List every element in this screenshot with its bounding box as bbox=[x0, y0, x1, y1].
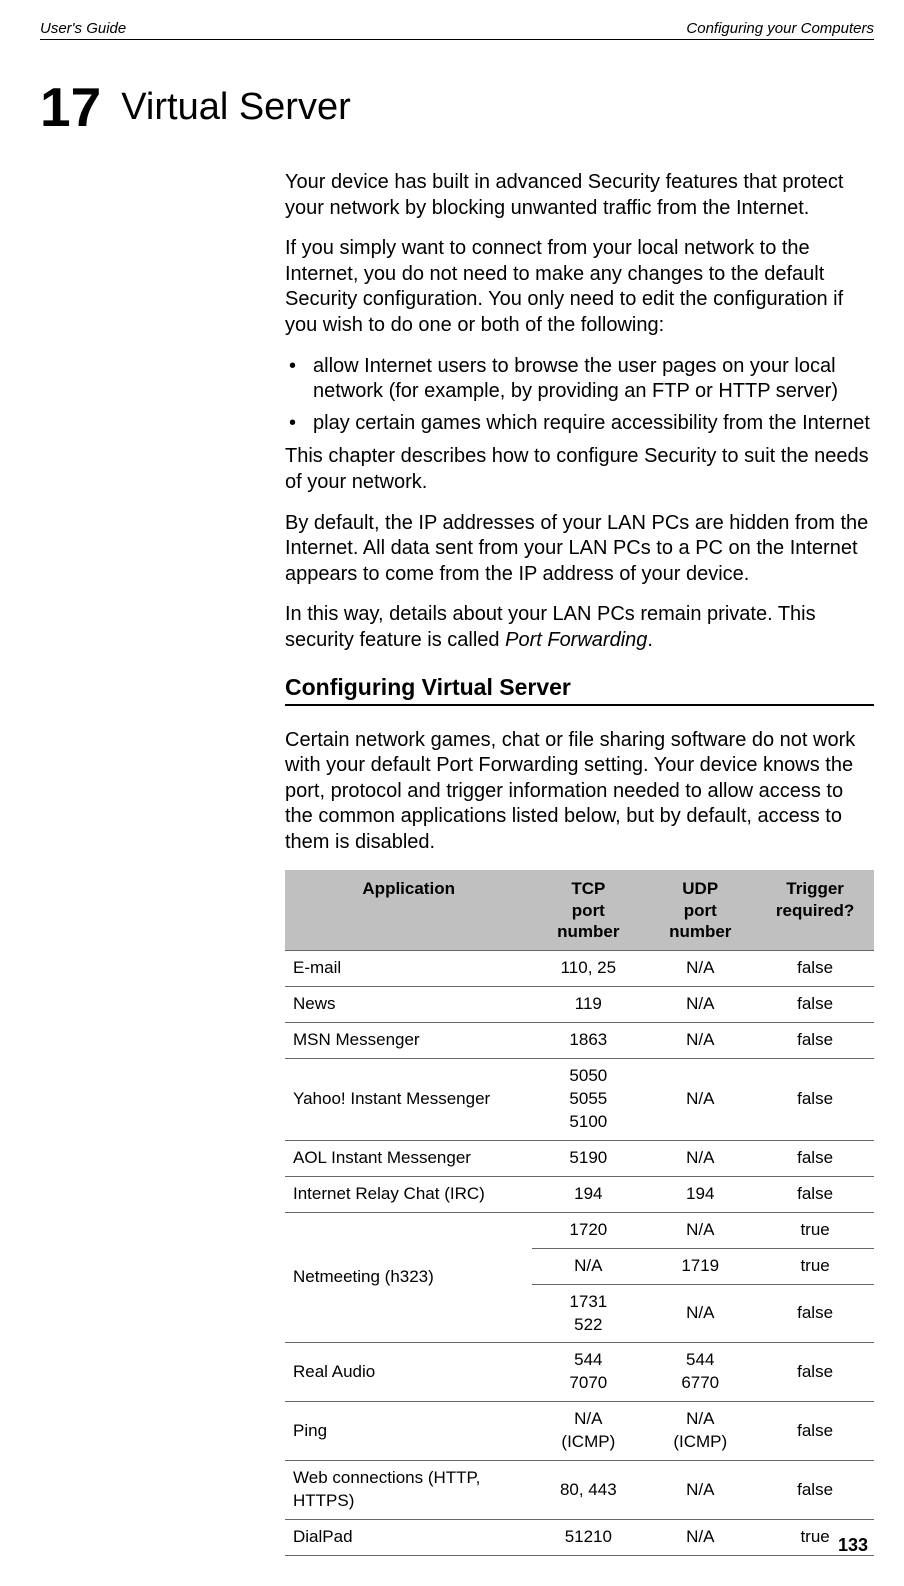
cell-trigger: false bbox=[756, 1402, 874, 1461]
cell-trigger: true bbox=[756, 1248, 874, 1284]
cell-tcp: 119 bbox=[532, 987, 644, 1023]
cell-tcp: 51210 bbox=[532, 1520, 644, 1556]
cell-application: DialPad bbox=[285, 1520, 532, 1556]
table-row: MSN Messenger1863N/Afalse bbox=[285, 1023, 874, 1059]
cell-trigger: false bbox=[756, 1284, 874, 1343]
cell-trigger: false bbox=[756, 1023, 874, 1059]
cell-application: AOL Instant Messenger bbox=[285, 1140, 532, 1176]
cell-application: Web connections (HTTP, HTTPS) bbox=[285, 1461, 532, 1520]
cell-application: MSN Messenger bbox=[285, 1023, 532, 1059]
cell-trigger: false bbox=[756, 1140, 874, 1176]
section-heading: Configuring Virtual Server bbox=[285, 674, 874, 706]
th-trigger: Triggerrequired? bbox=[756, 870, 874, 950]
table-row: PingN/A(ICMP)N/A(ICMP)false bbox=[285, 1402, 874, 1461]
table-row: AOL Instant Messenger5190N/Afalse bbox=[285, 1140, 874, 1176]
cell-udp: N/A bbox=[644, 1284, 756, 1343]
bullet-item-1: allow Internet users to browse the user … bbox=[285, 354, 874, 405]
cell-udp: N/A bbox=[644, 1461, 756, 1520]
cell-tcp: 505050555100 bbox=[532, 1059, 644, 1141]
cell-tcp: 194 bbox=[532, 1176, 644, 1212]
cell-udp: N/A bbox=[644, 951, 756, 987]
intro-para-2: If you simply want to connect from your … bbox=[285, 236, 874, 338]
cell-udp: N/A bbox=[644, 1140, 756, 1176]
chapter-name: Virtual Server bbox=[121, 86, 351, 128]
page-number: 133 bbox=[838, 1535, 868, 1556]
cell-trigger: false bbox=[756, 1059, 874, 1141]
cell-udp: 194 bbox=[644, 1176, 756, 1212]
cell-trigger: false bbox=[756, 951, 874, 987]
cell-udp: N/A bbox=[644, 1059, 756, 1141]
cell-trigger: false bbox=[756, 1461, 874, 1520]
cell-udp: 5446770 bbox=[644, 1343, 756, 1402]
cell-tcp: 1863 bbox=[532, 1023, 644, 1059]
cell-udp: N/A bbox=[644, 1520, 756, 1556]
table-row: News119N/Afalse bbox=[285, 987, 874, 1023]
table-row: Yahoo! Instant Messenger505050555100N/Af… bbox=[285, 1059, 874, 1141]
bullet-item-2: play certain games which require accessi… bbox=[285, 411, 874, 437]
cell-udp: N/A(ICMP) bbox=[644, 1402, 756, 1461]
th-tcp: TCPportnumber bbox=[532, 870, 644, 950]
cell-udp: 1719 bbox=[644, 1248, 756, 1284]
intro-para-1: Your device has built in advanced Securi… bbox=[285, 170, 874, 221]
bullet-list: allow Internet users to browse the user … bbox=[285, 354, 874, 437]
cell-application: Netmeeting (h323) bbox=[285, 1212, 532, 1343]
cell-udp: N/A bbox=[644, 987, 756, 1023]
chapter-number: 17 bbox=[40, 76, 101, 138]
cell-application: E-mail bbox=[285, 951, 532, 987]
page-header: User's Guide Configuring your Computers bbox=[40, 20, 874, 40]
cell-tcp: 80, 443 bbox=[532, 1461, 644, 1520]
cell-tcp: 110, 25 bbox=[532, 951, 644, 987]
cell-tcp: 1720 bbox=[532, 1212, 644, 1248]
cell-udp: N/A bbox=[644, 1212, 756, 1248]
cell-udp: N/A bbox=[644, 1023, 756, 1059]
cell-tcp: 5190 bbox=[532, 1140, 644, 1176]
table-row: Real Audio54470705446770false bbox=[285, 1343, 874, 1402]
cell-tcp: 5447070 bbox=[532, 1343, 644, 1402]
cell-application: Internet Relay Chat (IRC) bbox=[285, 1176, 532, 1212]
table-header-row: Application TCPportnumber UDPportnumber … bbox=[285, 870, 874, 950]
cell-trigger: false bbox=[756, 987, 874, 1023]
cell-tcp: N/A(ICMP) bbox=[532, 1402, 644, 1461]
table-row: Web connections (HTTP, HTTPS)80, 443N/Af… bbox=[285, 1461, 874, 1520]
cell-tcp: N/A bbox=[532, 1248, 644, 1284]
intro-para-5: In this way, details about your LAN PCs … bbox=[285, 602, 874, 653]
cell-tcp: 1731522 bbox=[532, 1284, 644, 1343]
table-row: E-mail110, 25N/Afalse bbox=[285, 951, 874, 987]
cell-application: Real Audio bbox=[285, 1343, 532, 1402]
intro-para-4: By default, the IP addresses of your LAN… bbox=[285, 511, 874, 588]
cell-application: Yahoo! Instant Messenger bbox=[285, 1059, 532, 1141]
body-content: Your device has built in advanced Securi… bbox=[285, 170, 874, 1556]
th-application: Application bbox=[285, 870, 532, 950]
cell-trigger: true bbox=[756, 1212, 874, 1248]
cell-application: News bbox=[285, 987, 532, 1023]
intro-para-3: This chapter describes how to configure … bbox=[285, 444, 874, 495]
header-right: Configuring your Computers bbox=[686, 20, 874, 37]
cell-trigger: false bbox=[756, 1176, 874, 1212]
chapter-title: 17 Virtual Server bbox=[40, 80, 874, 135]
p5-italic: Port Forwarding bbox=[505, 629, 647, 651]
th-udp: UDPportnumber bbox=[644, 870, 756, 950]
header-left: User's Guide bbox=[40, 20, 126, 37]
table-row: Internet Relay Chat (IRC)194194false bbox=[285, 1176, 874, 1212]
cell-application: Ping bbox=[285, 1402, 532, 1461]
section-para-1: Certain network games, chat or file shar… bbox=[285, 728, 874, 856]
p5-suffix: . bbox=[647, 629, 653, 651]
table-row: Netmeeting (h323)1720N/Atrue bbox=[285, 1212, 874, 1248]
cell-trigger: false bbox=[756, 1343, 874, 1402]
application-table: Application TCPportnumber UDPportnumber … bbox=[285, 870, 874, 1556]
table-row: DialPad51210N/Atrue bbox=[285, 1520, 874, 1556]
